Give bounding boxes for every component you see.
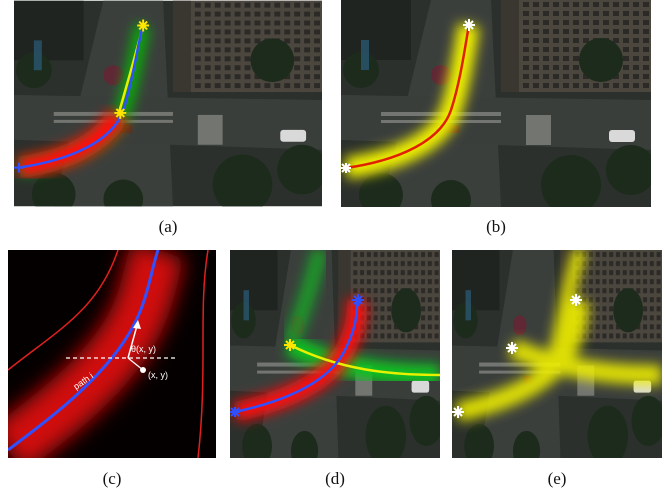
panel-label: (e) xyxy=(548,469,567,488)
annotation: (x, y) xyxy=(148,370,168,380)
panel-b xyxy=(341,0,656,220)
figure: (a) (b) θ(x, y) (x, y) path i (c) (d) (e… xyxy=(0,0,672,494)
panel-a xyxy=(14,1,327,220)
panel-d xyxy=(230,250,443,471)
panel-label: (d) xyxy=(325,469,345,488)
annotation: θ(x, y) xyxy=(131,344,156,354)
panel-label: (c) xyxy=(103,469,122,488)
panel-label: (b) xyxy=(486,217,506,236)
panel-c: θ(x, y) (x, y) path i xyxy=(8,250,216,458)
panel-label: (a) xyxy=(159,217,178,236)
panel-e xyxy=(452,250,665,471)
